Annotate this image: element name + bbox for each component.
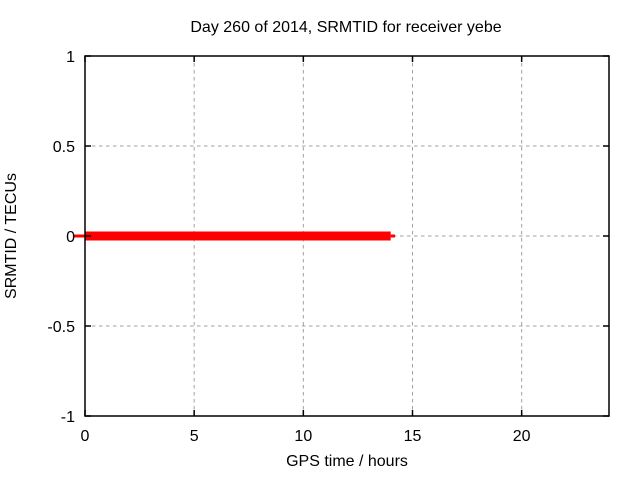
x-tick-label: 20 [513, 428, 531, 445]
chart-dynamic-layer: 0 5 10 15 20 -1 -0.5 0 0.5 1 [47, 49, 610, 445]
y-axis-label: SRMTID / TECUs [3, 173, 20, 299]
y-tick-label: 1 [66, 49, 75, 66]
x-axis-label: GPS time / hours [286, 453, 408, 470]
x-tick-label: 5 [190, 428, 199, 445]
y-tick-label: 0 [66, 229, 75, 246]
y-tick-label: -1 [61, 409, 75, 426]
y-tick-label: -0.5 [47, 319, 75, 336]
y-tick-label: 0.5 [53, 139, 75, 156]
x-tick-label: 10 [294, 428, 312, 445]
x-tick-label: 15 [404, 428, 422, 445]
chart-title: Day 260 of 2014, SRMTID for receiver yeb… [190, 19, 501, 36]
x-tick-label: 0 [81, 428, 90, 445]
